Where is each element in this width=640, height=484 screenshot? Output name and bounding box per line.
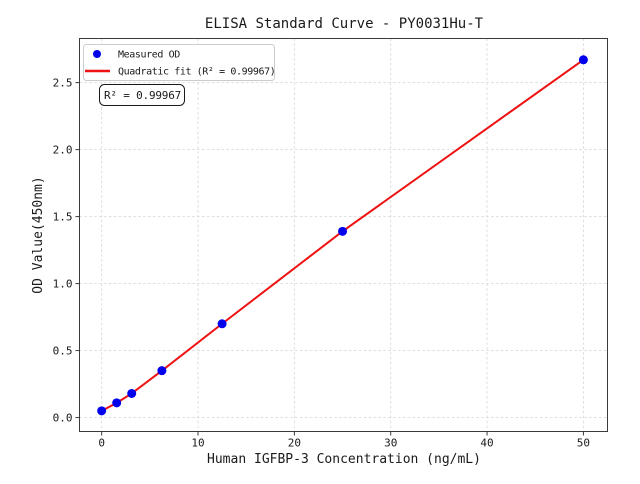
legend-fit-label: Quadratic fit (R² = 0.99967) bbox=[118, 67, 275, 78]
gridlines bbox=[79, 38, 608, 432]
data-point bbox=[217, 319, 227, 329]
x-tick-label: 30 bbox=[384, 437, 397, 450]
x-tick-label: 40 bbox=[480, 437, 493, 450]
r-squared-text: R² = 0.99967 bbox=[104, 89, 181, 102]
data-point bbox=[157, 366, 167, 376]
y-tick-label: 2.5 bbox=[53, 77, 73, 90]
data-point bbox=[578, 55, 588, 65]
y-tick-label: 0.5 bbox=[53, 345, 73, 358]
data-point bbox=[127, 388, 137, 398]
x-axis-label: Human IGFBP-3 Concentration (ng/mL) bbox=[207, 452, 481, 467]
legend-measured-dot-icon bbox=[93, 50, 101, 58]
x-tick-label: 0 bbox=[98, 437, 105, 450]
data-series bbox=[97, 55, 588, 416]
x-tick-label: 50 bbox=[577, 437, 590, 450]
plot-border bbox=[79, 38, 608, 432]
legend-measured-label: Measured OD bbox=[118, 50, 180, 61]
data-point bbox=[338, 226, 348, 236]
legend: Measured OD Quadratic fit (R² = 0.99967) bbox=[83, 44, 276, 81]
y-tick-label: 1.5 bbox=[53, 211, 73, 224]
x-tick-label: 10 bbox=[191, 437, 204, 450]
data-point bbox=[97, 406, 107, 416]
x-tick-label: 20 bbox=[288, 437, 301, 450]
axis-ticks: 0 10 20 30 40 50 0.0 0.5 1.0 1.5 2.0 2.5 bbox=[53, 77, 590, 450]
y-tick-label: 1.0 bbox=[53, 278, 73, 291]
legend-box bbox=[83, 44, 275, 81]
data-point bbox=[112, 398, 122, 408]
r-squared-box bbox=[99, 84, 185, 106]
chart-title: ELISA Standard Curve - PY0031Hu-T bbox=[205, 16, 484, 32]
y-tick-label: 2.0 bbox=[53, 144, 73, 157]
y-axis-label: OD Value(450nm) bbox=[31, 176, 46, 293]
y-tick-label: 0.0 bbox=[53, 412, 73, 425]
r-squared-annotation: R² = 0.99967 bbox=[99, 84, 185, 106]
